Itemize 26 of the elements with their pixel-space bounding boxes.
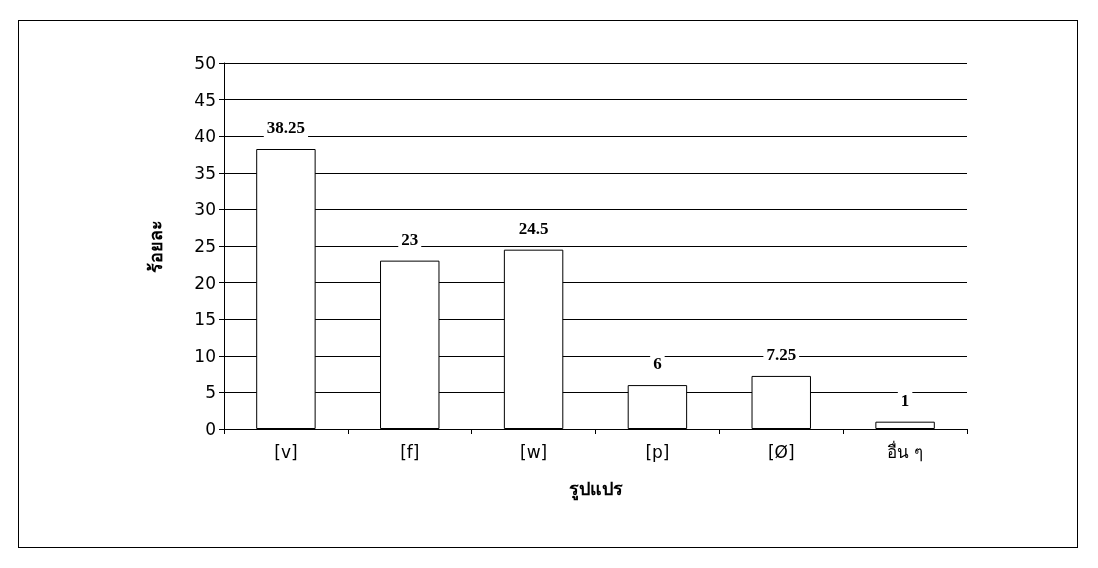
data-label: 38.25: [266, 118, 306, 138]
x-tick-label: อื่น ๆ: [886, 439, 924, 462]
x-tick-label: [Ø]: [767, 441, 795, 462]
x-tick-label: [f]: [400, 441, 420, 462]
y-tick-label: 10: [194, 345, 216, 366]
data-label: 24.5: [518, 218, 549, 238]
y-tick-label: 15: [194, 309, 216, 330]
data-label: 7.25: [766, 344, 797, 364]
y-tick-label: 50: [194, 53, 216, 73]
y-tick-label: 45: [194, 89, 216, 110]
x-tick-label: [w]: [520, 441, 548, 462]
x-tick-label: [p]: [645, 441, 670, 462]
y-tick-label: 20: [194, 272, 216, 293]
y-tick-label: 25: [194, 236, 216, 256]
y-tick-label: 0: [205, 419, 216, 439]
y-tick-label: 40: [194, 126, 216, 147]
data-label: 23: [401, 229, 419, 249]
bar: [875, 421, 935, 429]
y-tick-label: 35: [194, 162, 216, 183]
data-label: 6: [653, 354, 662, 374]
x-axis-title: รูปแปร: [568, 477, 623, 501]
data-label: 1: [900, 390, 910, 410]
y-axis-title: ร้อยละ: [144, 219, 166, 273]
y-tick-label: 5: [205, 382, 216, 403]
x-tick-label: [v]: [274, 441, 298, 462]
y-tick-label: 30: [194, 199, 216, 220]
